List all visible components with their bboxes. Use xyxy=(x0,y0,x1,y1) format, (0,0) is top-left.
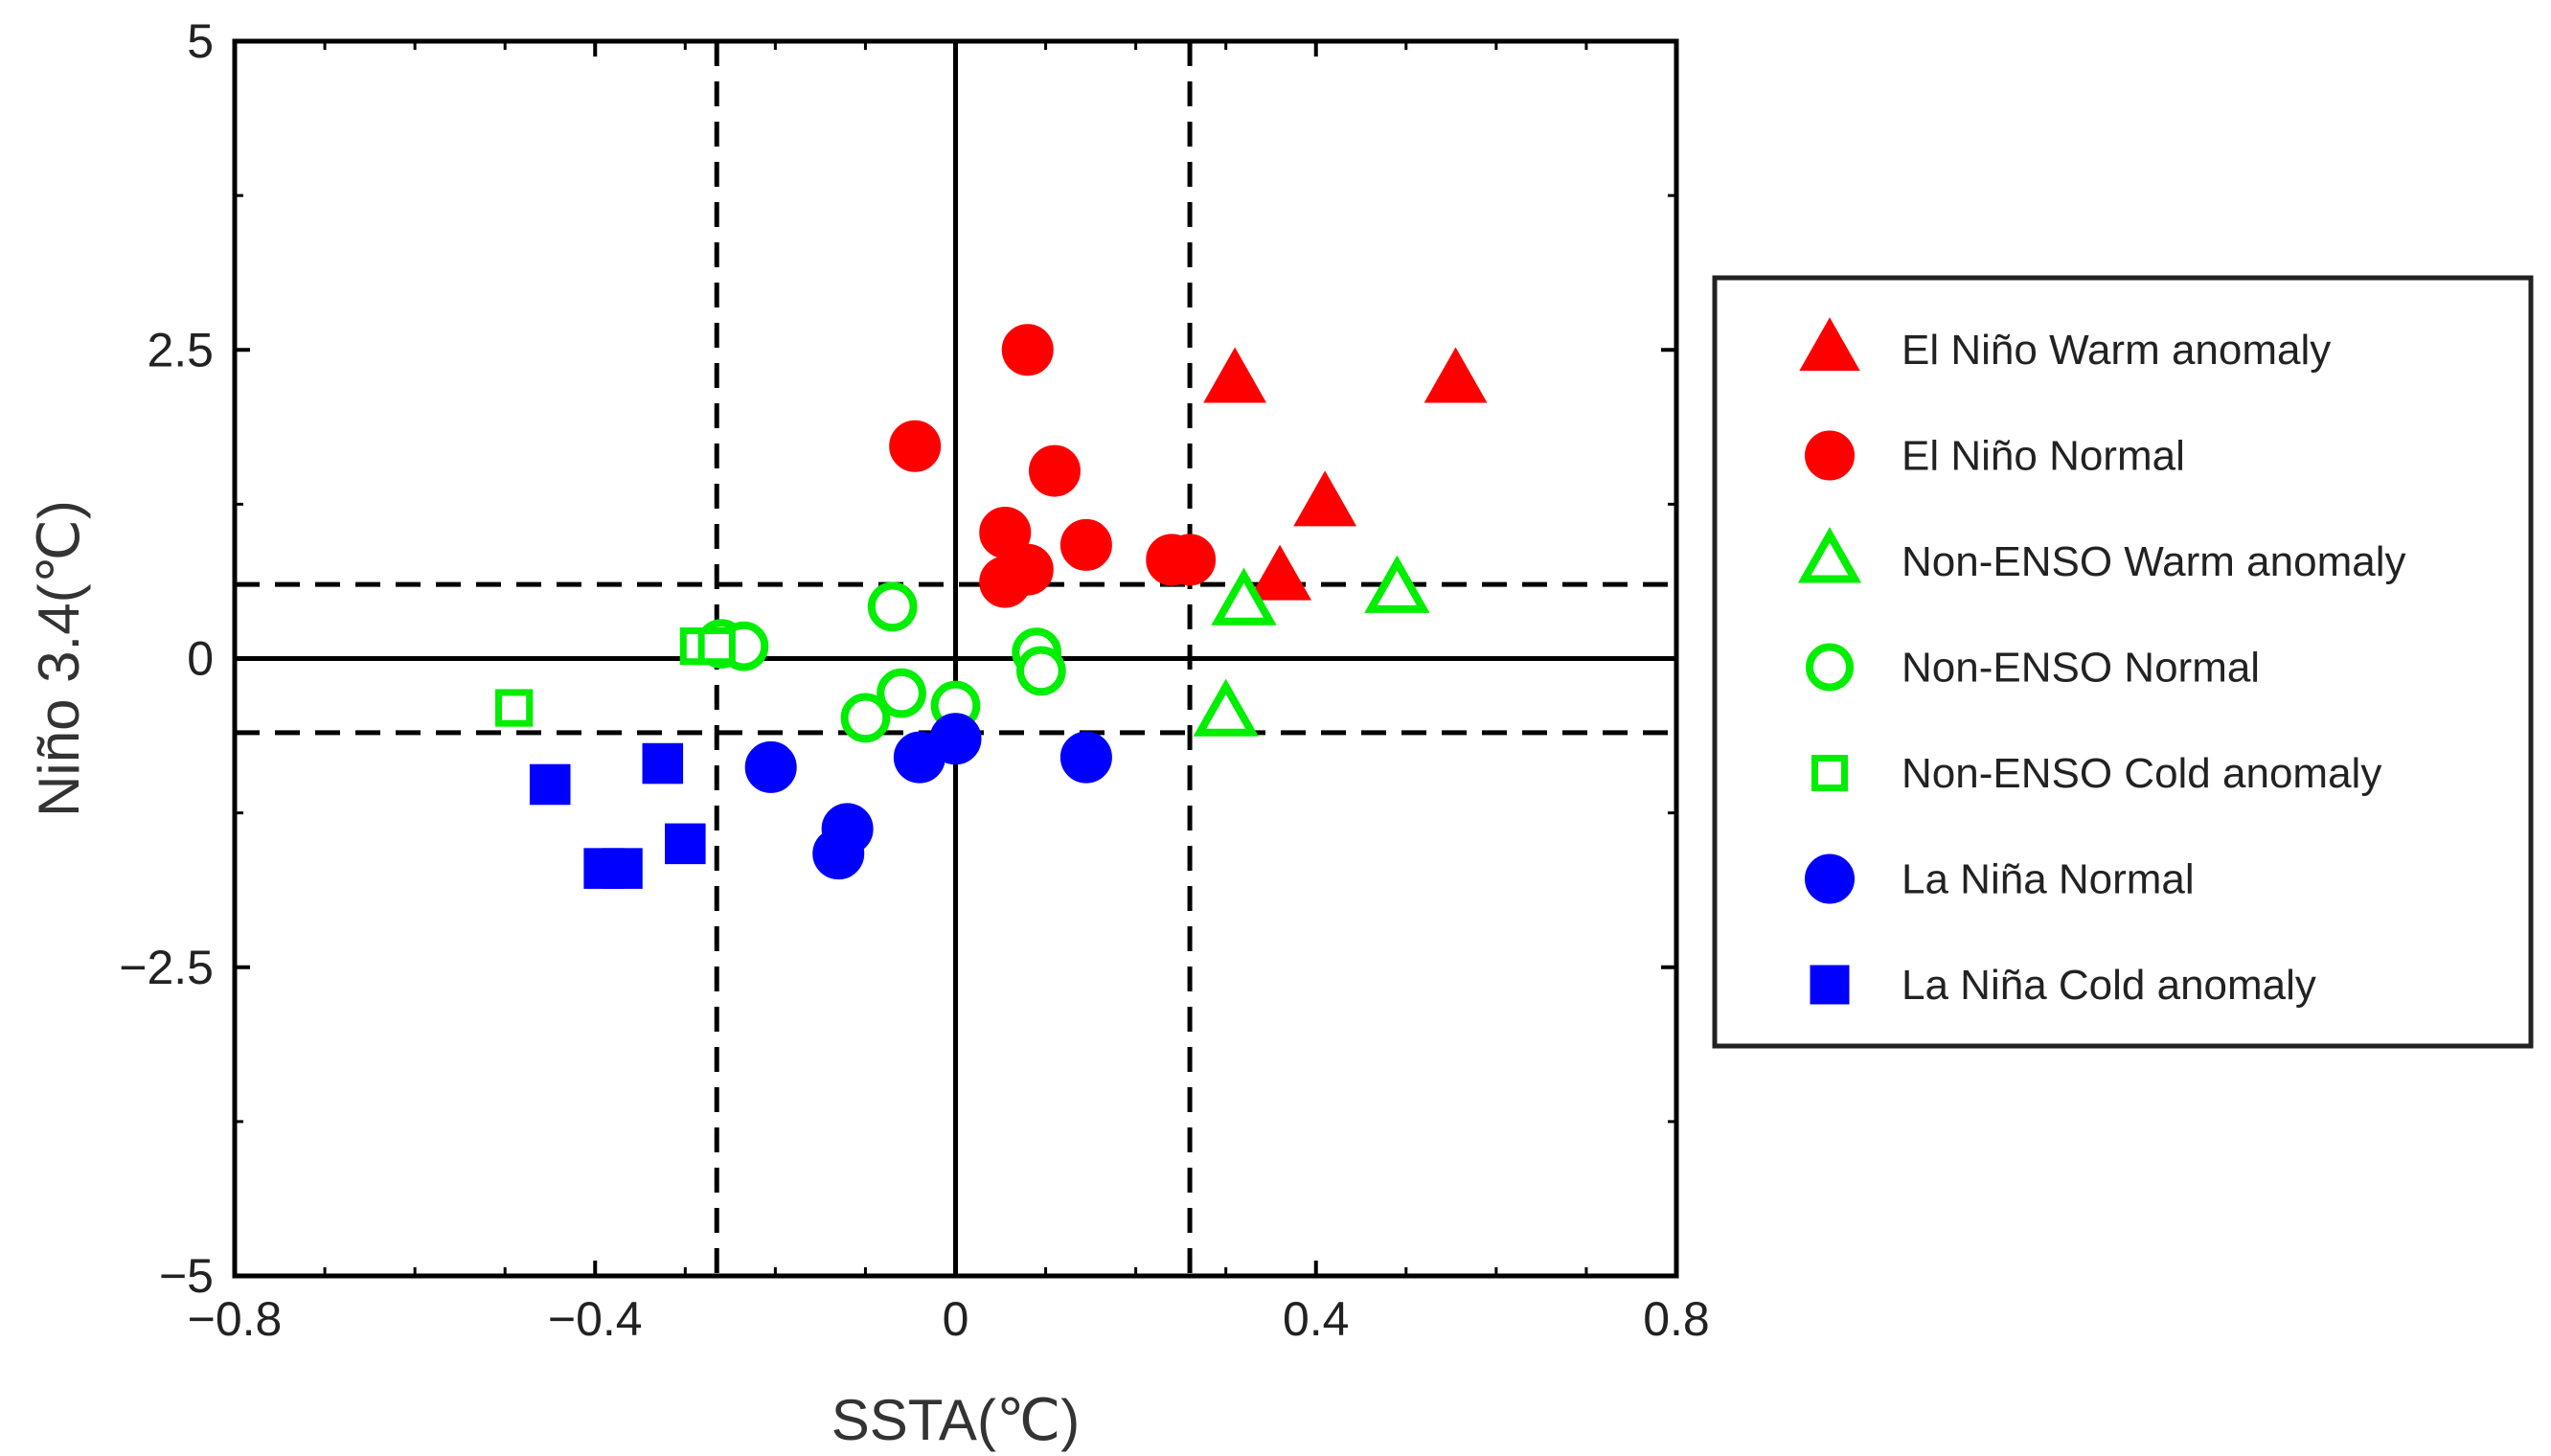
point-la-nina-normal xyxy=(812,828,865,880)
point-non-enso-cold-anomaly xyxy=(494,689,534,727)
point-el-nino-normal xyxy=(1028,444,1081,497)
point-el-nino-warm-anomaly xyxy=(1203,347,1267,403)
x-tick-label: −0.8 xyxy=(188,1292,283,1346)
legend-marker-el-nino-normal xyxy=(1805,430,1855,481)
legend-label-el-nino-normal: El Niño Normal xyxy=(1902,433,2185,480)
point-non-enso-normal xyxy=(840,693,891,743)
y-tick-label: 0 xyxy=(187,632,214,686)
point-non-enso-warm-anomaly xyxy=(1193,678,1259,737)
reference-lines xyxy=(235,41,1676,1276)
point-non-enso-warm-anomaly xyxy=(1364,555,1430,613)
point-non-enso-normal xyxy=(867,581,918,632)
point-la-nina-normal xyxy=(1059,731,1112,784)
x-tick-label: 0.4 xyxy=(1283,1292,1350,1346)
legend: El Niño Warm anomaly El Niño Normal Non-EN… xyxy=(1712,275,2534,1049)
x-tick-label: −0.4 xyxy=(548,1292,643,1346)
legend-marker-non-enso-normal xyxy=(1806,643,1854,692)
y-tick-label: −2.5 xyxy=(119,941,214,994)
axis-ticks xyxy=(233,39,1678,1278)
point-non-enso-warm-anomaly xyxy=(1211,567,1277,626)
axis-tick-labels: −0.8 −0.4 0 0.4 0.8 −5 −2.5 0 2.5 5 xyxy=(119,14,1709,1346)
data-points xyxy=(494,324,1488,889)
legend-label-la-nina-normal: La Niña Normal xyxy=(1902,856,2195,903)
x-axis-title: SSTA(℃) xyxy=(831,1388,1081,1452)
legend-label-la-nina-cold-anomaly: La Niña Cold anomaly xyxy=(1902,962,2316,1009)
point-el-nino-warm-anomaly xyxy=(1248,544,1312,601)
y-tick-label: 2.5 xyxy=(147,323,214,376)
legend-label-non-enso-warm-anomaly: Non-ENSO Warm anomaly xyxy=(1902,538,2406,585)
point-la-nina-cold-anomaly xyxy=(665,823,706,865)
point-la-nina-cold-anomaly xyxy=(642,742,684,785)
legend-marker-non-enso-cold-anomaly xyxy=(1811,755,1848,791)
y-axis-title: Niño 3.4(℃) xyxy=(27,500,91,817)
point-non-enso-normal xyxy=(1016,646,1066,696)
legend-marker-non-enso-warm-anomaly xyxy=(1797,527,1862,583)
point-non-enso-normal xyxy=(877,668,926,718)
legend-label-non-enso-cold-anomaly: Non-ENSO Cold anomaly xyxy=(1902,750,2381,797)
y-tick-label: 5 xyxy=(187,14,214,68)
point-el-nino-normal xyxy=(889,420,942,472)
y-tick-label: −5 xyxy=(159,1249,214,1303)
point-non-enso-cold-anomaly xyxy=(697,626,736,666)
point-la-nina-cold-anomaly xyxy=(529,763,571,806)
point-el-nino-normal xyxy=(1164,534,1217,586)
x-tick-label: 0 xyxy=(943,1292,969,1346)
legend-label-non-enso-normal: Non-ENSO Normal xyxy=(1902,645,2260,692)
point-la-nina-cold-anomaly xyxy=(602,848,643,889)
point-la-nina-normal xyxy=(893,731,945,784)
point-el-nino-normal xyxy=(1059,518,1112,571)
point-el-nino-normal xyxy=(979,556,1032,608)
x-tick-label: 0.8 xyxy=(1643,1292,1710,1346)
legend-marker-el-nino-warm-anomaly xyxy=(1799,317,1860,372)
point-el-nino-warm-anomaly xyxy=(1424,347,1488,403)
point-el-nino-normal xyxy=(1001,324,1054,376)
legend-label-el-nino-warm-anomaly: El Niño Warm anomaly xyxy=(1902,327,2331,374)
point-el-nino-warm-anomaly xyxy=(1293,470,1357,527)
point-la-nina-normal xyxy=(744,740,797,793)
legend-marker-la-nina-cold-anomaly xyxy=(1810,965,1850,1005)
legend-marker-la-nina-normal xyxy=(1805,853,1855,904)
